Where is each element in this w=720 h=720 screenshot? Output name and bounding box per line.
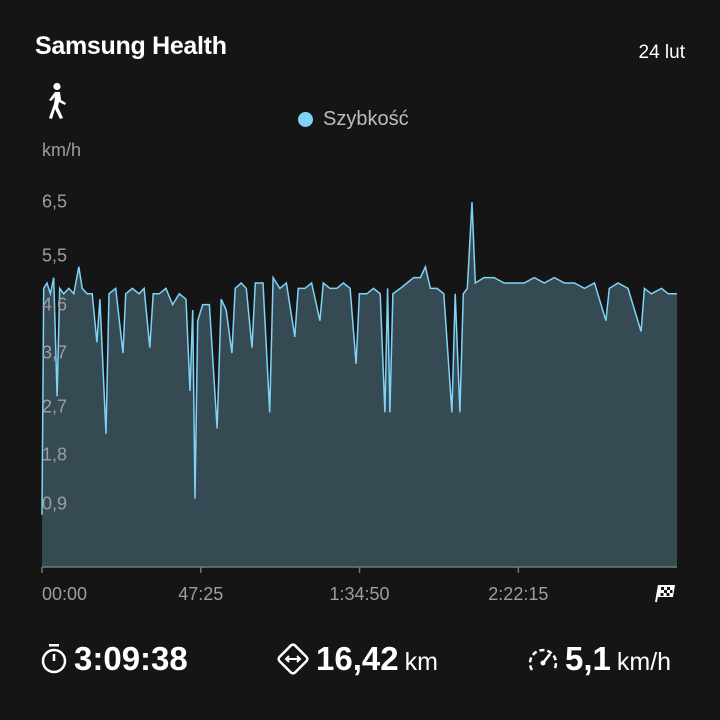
duration-value: 3:09:38 bbox=[74, 640, 188, 677]
y-tick-label: 6,5 bbox=[42, 191, 68, 212]
speed-value: 5,1 bbox=[565, 640, 611, 677]
y-axis-unit: km/h bbox=[42, 140, 82, 160]
speed-stat: 5,1 km/h bbox=[527, 640, 671, 678]
x-tick-label: 47:25 bbox=[178, 584, 224, 604]
distance-value: 16,42 bbox=[316, 640, 399, 677]
speed-area bbox=[42, 202, 677, 567]
speedometer-icon bbox=[528, 648, 558, 671]
app-title: Samsung Health bbox=[35, 32, 227, 60]
chart-legend: Szybkość bbox=[298, 108, 409, 131]
checkered-flag-icon bbox=[655, 584, 675, 603]
y-tick-label: 4,6 bbox=[42, 294, 68, 315]
y-tick-label: 5,5 bbox=[42, 245, 68, 266]
date-label: 24 lut bbox=[638, 42, 685, 63]
legend-label: Szybkość bbox=[323, 108, 409, 130]
x-tick-label: 1:34:50 bbox=[329, 584, 390, 604]
y-tick-label: 2,7 bbox=[42, 396, 68, 417]
distance-icon bbox=[277, 643, 309, 675]
duration-stat: 3:09:38 bbox=[40, 640, 188, 678]
distance-unit: km bbox=[404, 648, 438, 676]
x-tick-label: 2:22:15 bbox=[488, 584, 549, 604]
speed-line bbox=[41, 202, 677, 515]
walking-person-icon bbox=[49, 82, 66, 119]
legend-dot bbox=[298, 112, 313, 127]
y-tick-label: 3,7 bbox=[42, 342, 68, 363]
distance-stat: 16,42 km bbox=[276, 640, 438, 678]
y-tick-label: 0,9 bbox=[42, 493, 68, 514]
stopwatch-icon bbox=[41, 644, 67, 674]
y-tick-label: 1,8 bbox=[42, 444, 68, 465]
speed-unit: km/h bbox=[616, 648, 672, 676]
x-tick-label: 00:00 bbox=[42, 584, 88, 604]
